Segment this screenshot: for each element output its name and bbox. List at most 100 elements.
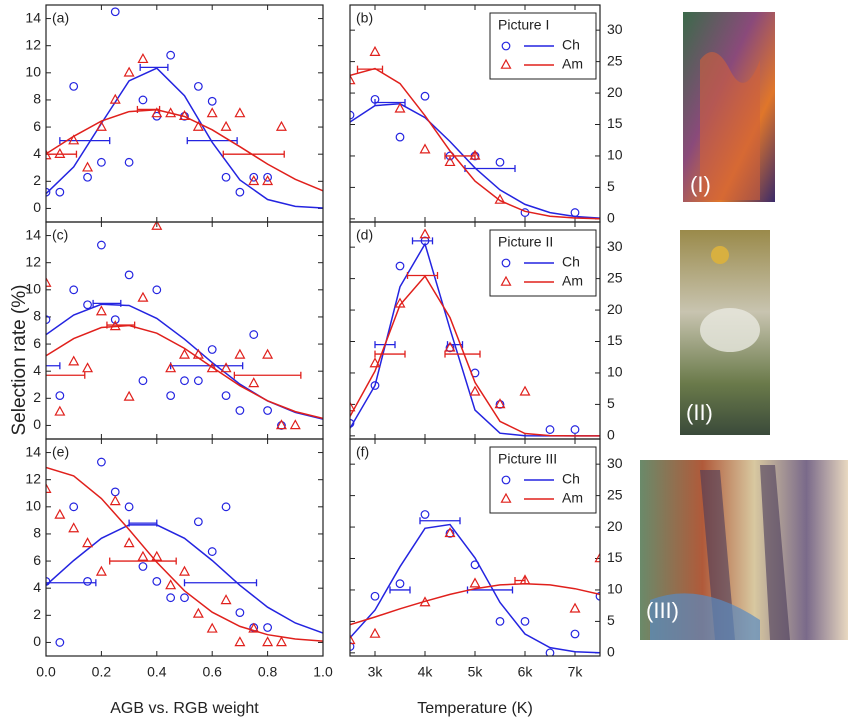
x-tick-label: 5k xyxy=(468,664,484,680)
marker-circle xyxy=(124,157,134,167)
x-tick-label: 7k xyxy=(568,664,584,680)
marker-triangle xyxy=(220,594,232,605)
marker-triangle xyxy=(350,401,356,412)
marker-circle xyxy=(263,623,273,632)
plot-area xyxy=(46,222,323,430)
legend-label: Am xyxy=(562,56,583,72)
fit-curve xyxy=(350,523,600,654)
marker-triangle xyxy=(444,341,456,352)
error-bar xyxy=(419,517,461,525)
marker-circle xyxy=(420,91,430,101)
marker-circle xyxy=(595,591,600,601)
marker-triangle xyxy=(350,74,356,85)
painting-shape xyxy=(700,465,790,640)
marker-circle xyxy=(138,376,148,386)
error-bar xyxy=(46,371,86,379)
y-tick-label: 12 xyxy=(25,253,41,269)
marker-triangle xyxy=(82,362,94,373)
error-bar xyxy=(46,362,61,370)
marker-circle xyxy=(110,315,120,325)
y-tick-label: 15 xyxy=(607,549,623,565)
marker-circle xyxy=(370,381,380,390)
y-tick-label: 6 xyxy=(33,118,41,134)
marker-circle xyxy=(152,577,162,586)
marker-triangle xyxy=(369,45,381,56)
marker-triangle xyxy=(500,492,512,503)
marker-triangle xyxy=(46,276,52,287)
marker-circle xyxy=(221,172,231,182)
marker-circle xyxy=(395,579,405,589)
marker-triangle xyxy=(123,390,135,401)
marker-triangle xyxy=(494,398,506,409)
marker-circle xyxy=(152,285,162,295)
plot-area xyxy=(46,457,323,647)
marker-triangle xyxy=(394,102,406,113)
marker-triangle xyxy=(234,348,246,359)
y-tick-label: 10 xyxy=(607,581,623,597)
y-axis-title: Selection rate (%) xyxy=(9,284,30,435)
y-tick-label: 5 xyxy=(607,178,615,194)
x-tick-label: 3k xyxy=(368,664,384,680)
marker-triangle xyxy=(192,348,204,359)
marker-circle xyxy=(124,502,134,512)
y-tick-label: 10 xyxy=(25,64,41,80)
marker-circle xyxy=(501,475,511,485)
legend-title: Picture II xyxy=(498,234,553,250)
marker-circle xyxy=(166,391,176,401)
y-tick-label: 20 xyxy=(607,84,623,100)
legend-label: Ch xyxy=(562,471,580,487)
marker-triangle xyxy=(500,58,512,69)
y-tick-label: 14 xyxy=(25,226,41,242)
marker-triangle xyxy=(165,362,177,373)
marker-circle xyxy=(193,517,203,527)
error-bar xyxy=(444,350,481,358)
painting-2: (II) xyxy=(680,230,770,435)
error-bar xyxy=(406,271,439,279)
plot-frame xyxy=(45,4,324,223)
marker-circle xyxy=(180,593,189,603)
error-bar xyxy=(106,321,136,329)
panel: 3k 4k 5k 6k 7k 0 5 10 15 20 25 30 (f) Picture III Ch Am… xyxy=(349,438,623,717)
marker-triangle xyxy=(46,482,52,493)
marker-triangle xyxy=(419,228,431,239)
marker-triangle xyxy=(369,627,381,638)
marker-circle xyxy=(138,562,148,571)
marker-circle xyxy=(207,96,217,106)
error-bar xyxy=(466,586,514,594)
marker-circle xyxy=(83,577,92,586)
marker-triangle xyxy=(234,107,246,118)
marker-triangle xyxy=(178,348,191,359)
marker-triangle xyxy=(350,634,356,645)
y-tick-label: 25 xyxy=(607,269,623,285)
y-tick-label: 5 xyxy=(607,612,615,628)
y-tick-label: 0 xyxy=(607,210,615,226)
marker-circle xyxy=(495,157,505,167)
plot-frame xyxy=(349,438,601,657)
y-tick-label: 0 xyxy=(33,416,41,432)
error-bar xyxy=(128,519,158,527)
plot-area xyxy=(350,45,600,220)
error-bar xyxy=(374,350,406,358)
x-tick-label: 1.0 xyxy=(313,664,333,680)
marker-circle xyxy=(395,132,405,142)
marker-triangle xyxy=(262,175,274,186)
marker-circle xyxy=(570,208,580,217)
marker-circle xyxy=(235,406,245,415)
marker-circle xyxy=(545,648,555,656)
marker-circle xyxy=(96,457,106,467)
y-tick-label: 0 xyxy=(33,199,41,215)
fit-curve xyxy=(46,67,323,209)
marker-triangle xyxy=(68,522,80,533)
marker-triangle xyxy=(95,305,107,316)
y-tick-label: 2 xyxy=(33,172,41,188)
legend: Picture III Ch Am xyxy=(489,446,597,514)
marker-triangle xyxy=(275,419,287,430)
panel: 0 5 10 15 20 25 30 (d) Picture II Ch Am xyxy=(349,221,623,443)
y-tick-label: 4 xyxy=(33,145,41,161)
image-label: (II) xyxy=(686,400,713,425)
marker-circle xyxy=(235,608,245,617)
error-bar xyxy=(46,579,97,587)
marker-triangle xyxy=(444,155,456,167)
